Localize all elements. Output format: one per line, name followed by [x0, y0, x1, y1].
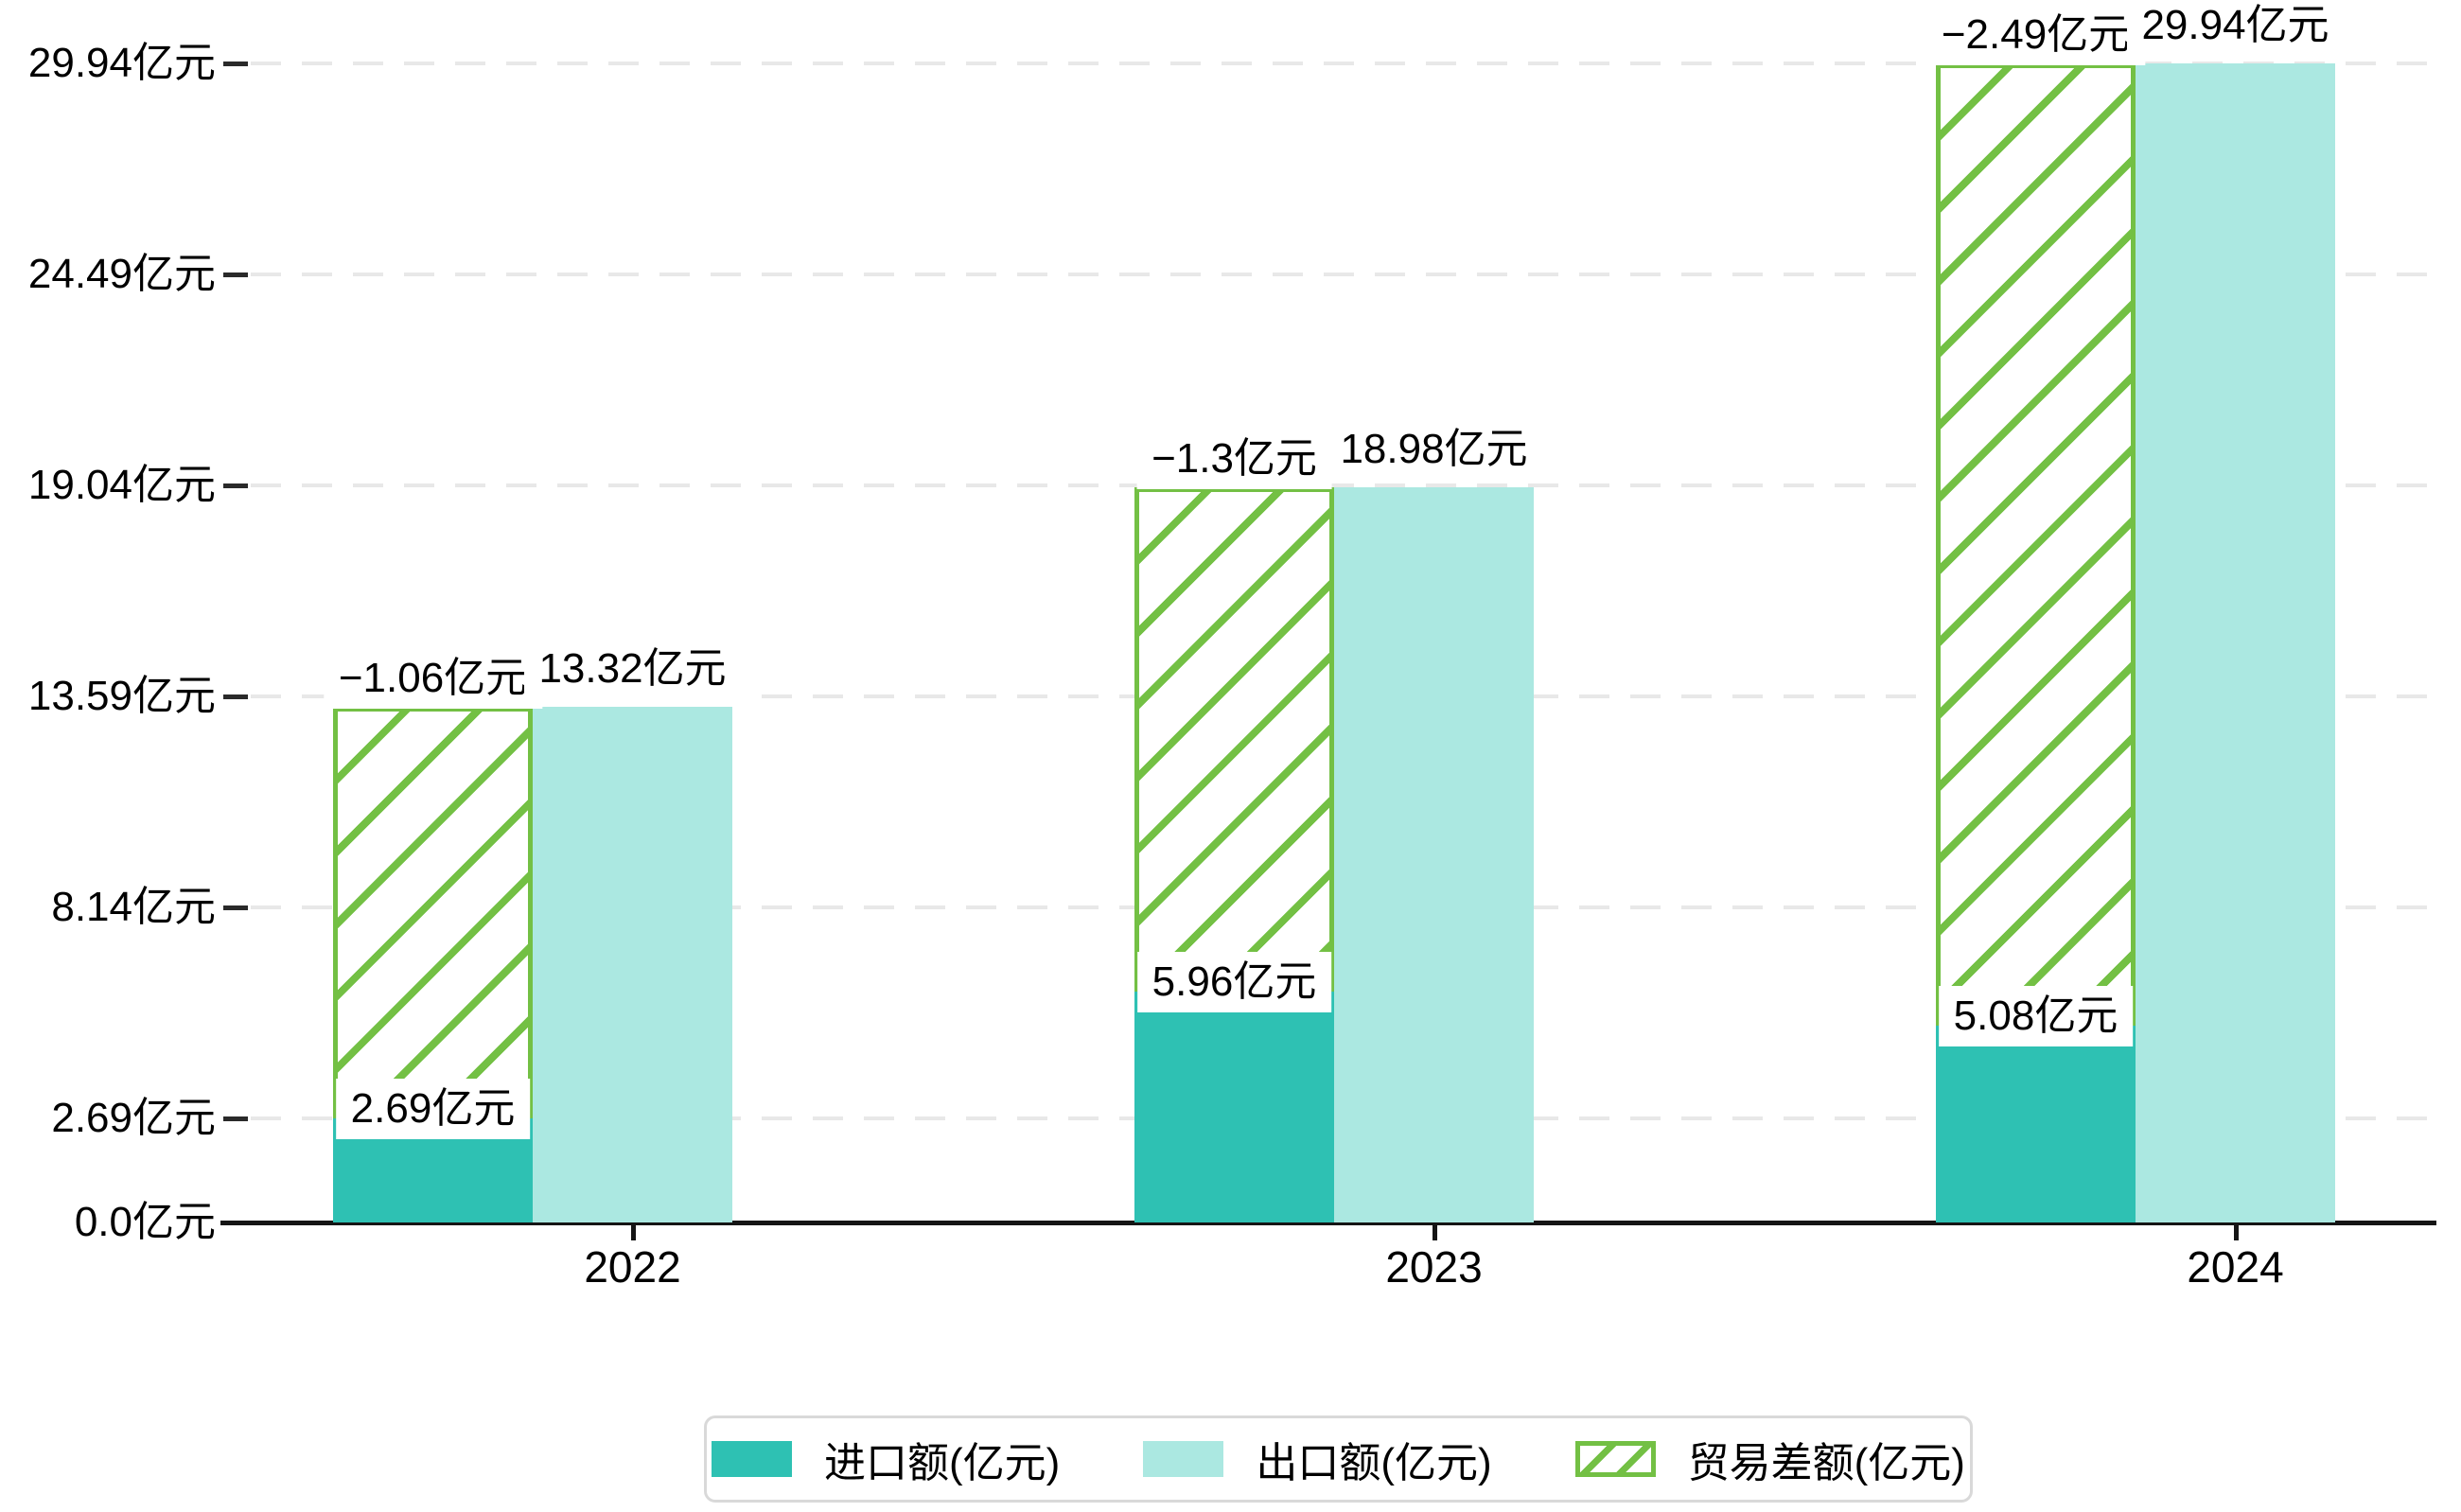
legend-label-trade-balance: 贸易差额(亿元) [1687, 1440, 1965, 1486]
import-label: 2.69亿元 [335, 1079, 531, 1139]
trade-balance-label: −1.3亿元 [1136, 429, 1332, 489]
y-tick-mark [223, 273, 248, 277]
y-tick-label: 13.59亿元 [27, 673, 216, 719]
import-swatch-icon [712, 1441, 793, 1477]
export-label: 13.32亿元 [523, 639, 742, 699]
export-bar [1334, 487, 1534, 1222]
y-tick-mark [223, 1116, 248, 1121]
x-axis-label: 2022 [584, 1242, 681, 1292]
y-tick-mark [223, 62, 248, 66]
import-label: 5.08亿元 [1938, 986, 2134, 1046]
export-label: 18.98亿元 [1325, 419, 1543, 480]
x-tick-mark [2233, 1225, 2239, 1240]
legend-item-import: 进口额(亿元) [712, 1429, 1060, 1489]
y-tick-mark [223, 905, 248, 910]
y-tick-label: 24.49亿元 [27, 251, 216, 297]
trade-balance-label: −2.49亿元 [1925, 5, 2146, 65]
trade-balance-bar [1936, 63, 2136, 1026]
trade-balance-bar [333, 707, 533, 1118]
legend-item-export: 出口额(亿元) [1143, 1429, 1492, 1489]
import-bar [1134, 992, 1334, 1222]
y-tick-mark [223, 694, 248, 699]
gridline [251, 273, 2432, 276]
import-bar [1936, 1026, 2136, 1222]
export-bar [533, 707, 732, 1222]
trade-balance-bar [1134, 487, 1334, 992]
x-axis-line [220, 1221, 2436, 1225]
legend-label-export: 出口额(亿元) [1256, 1440, 1492, 1486]
y-tick-label: 2.69亿元 [51, 1095, 216, 1141]
legend: 进口额(亿元) 出口额(亿元) 贸易差额(亿元) [704, 1415, 1973, 1503]
y-tick-label: 29.94亿元 [27, 40, 216, 86]
y-tick-label: 0.0亿元 [74, 1199, 216, 1245]
x-tick-mark [1432, 1225, 1437, 1240]
y-tick-label: 19.04亿元 [27, 462, 216, 508]
x-tick-mark [630, 1225, 636, 1240]
export-label: 29.94亿元 [2126, 0, 2345, 56]
gridline [251, 62, 2432, 65]
x-axis-label: 2023 [1385, 1242, 1483, 1292]
trade-balance-swatch-icon [1574, 1441, 1656, 1477]
export-bar [2136, 63, 2335, 1222]
export-swatch-icon [1143, 1441, 1224, 1477]
y-tick-mark [223, 483, 248, 488]
legend-label-import: 进口额(亿元) [824, 1440, 1061, 1486]
y-tick-label: 8.14亿元 [51, 884, 216, 930]
trade-balance-label: −1.06亿元 [323, 648, 543, 709]
gridline [251, 483, 2432, 487]
x-axis-label: 2024 [2187, 1242, 2284, 1292]
legend-item-trade-balance: 贸易差额(亿元) [1574, 1429, 1965, 1489]
import-label: 5.96亿元 [1136, 952, 1332, 1012]
